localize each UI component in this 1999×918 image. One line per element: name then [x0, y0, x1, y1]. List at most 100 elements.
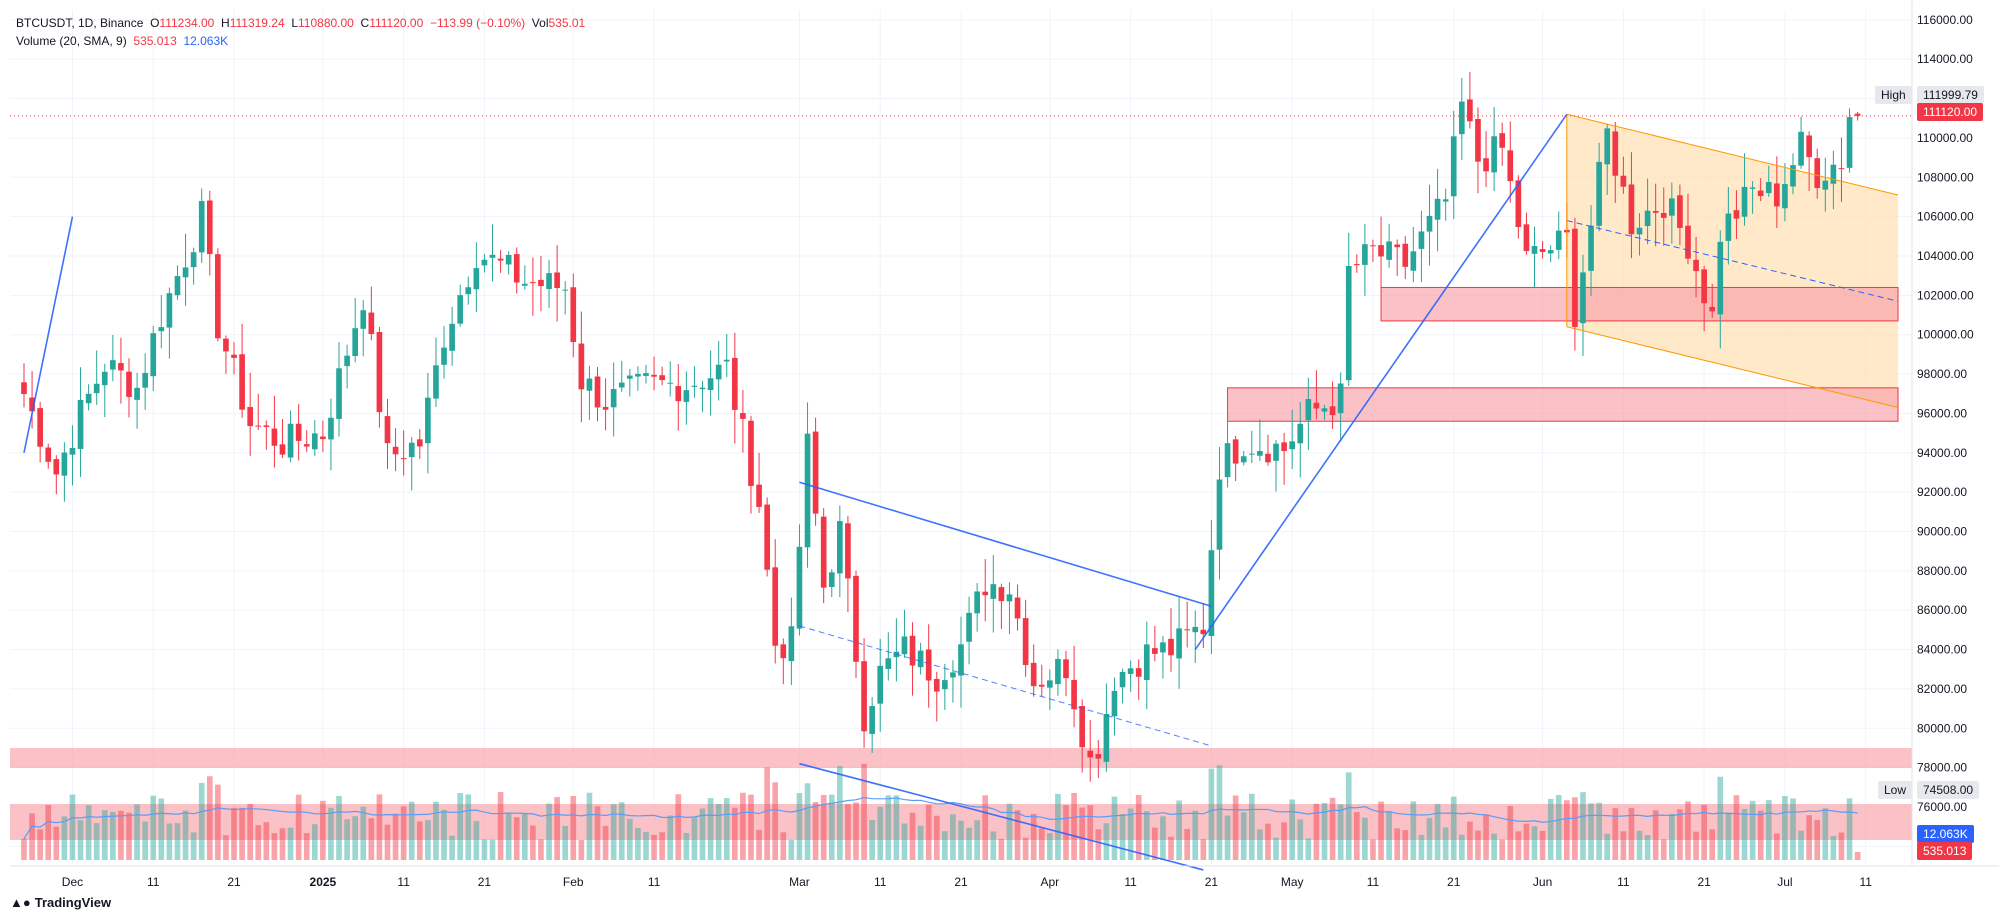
tradingview-logo[interactable]: ▲● TradingView: [10, 895, 112, 910]
volume-bar: [1176, 800, 1182, 860]
volume-bar: [699, 808, 706, 860]
volume-bar: [1087, 805, 1094, 860]
volume-bar: [950, 814, 956, 860]
volume-bar: [740, 792, 746, 860]
volume-bar: [1531, 826, 1538, 860]
candle-body: [788, 626, 795, 662]
volume-bar: [1232, 795, 1239, 860]
volume-bar: [909, 812, 916, 860]
candle-body: [1467, 99, 1473, 122]
candle-body: [1297, 423, 1304, 444]
change-value: −113.99 (−0.10%): [429, 16, 526, 30]
high-title-tag: High: [1875, 86, 1912, 104]
x-tick-label: 11: [1859, 875, 1872, 889]
candle-body: [303, 444, 310, 447]
volume-bar: [392, 813, 399, 860]
candle-body: [1079, 706, 1085, 748]
candle-body: [37, 408, 43, 447]
y-tick-label: 86000.00: [1917, 603, 1967, 617]
candle-body: [610, 389, 617, 408]
volume-bar: [1119, 813, 1126, 860]
candle-body: [45, 447, 52, 462]
volume-bar: [1184, 828, 1190, 860]
candle-body: [1345, 265, 1352, 381]
volume-bar: [1467, 821, 1473, 860]
candle-body: [174, 276, 181, 296]
candle-body: [263, 425, 270, 427]
volume-bar: [643, 831, 649, 860]
volume-bar: [1822, 808, 1829, 860]
y-tick-label: 104000.00: [1917, 249, 1974, 263]
volume-bar: [610, 804, 617, 860]
low-value-tag: 74508.00: [1917, 781, 1980, 799]
candle-body: [1547, 250, 1554, 254]
candle-body: [368, 312, 375, 335]
candle-body: [1143, 644, 1150, 681]
volume-bar: [1539, 830, 1546, 860]
volume-bar: [118, 810, 124, 860]
volume-bar: [659, 832, 665, 860]
volume-bar: [546, 803, 552, 860]
candle-body: [1022, 618, 1029, 665]
support-zone: [1227, 387, 1899, 422]
x-tick-label: Dec: [62, 875, 83, 889]
high-value: 111319.24: [229, 16, 285, 30]
volume-bar: [966, 827, 972, 860]
volume-bar: [1321, 803, 1328, 860]
candle-body: [433, 365, 439, 399]
candle-body: [1289, 441, 1296, 450]
candle-body: [1782, 184, 1788, 209]
volume-tag: 535.013: [1917, 842, 1973, 860]
candle-body: [748, 420, 754, 486]
candle-body: [521, 283, 528, 286]
candle-body: [1822, 180, 1829, 190]
volume-bar: [562, 825, 569, 860]
symbol-title[interactable]: BTCUSDT, 1D, Binance: [16, 16, 144, 30]
volume-bar: [1394, 828, 1401, 860]
time-axis[interactable]: Dec 11 21 2025 11 21 Feb 11 Mar 11 21 Apr 11 21 May 11 2…: [10, 865, 1999, 889]
candle-body: [845, 523, 851, 579]
volume-bar: [1685, 801, 1691, 860]
volume-bar: [578, 839, 585, 860]
x-tick-label: Mar: [789, 875, 810, 889]
candle-body: [255, 425, 262, 427]
candle-body: [1006, 594, 1013, 602]
volume-bar: [1636, 830, 1643, 860]
candle-body: [360, 310, 367, 329]
volume-bar: [61, 816, 68, 860]
volume-bar: [247, 803, 253, 860]
volume-bar: [1103, 823, 1110, 860]
volume-bar: [853, 802, 859, 860]
volume-bar: [1378, 801, 1384, 860]
volume-bar: [1386, 811, 1392, 860]
volume-bar: [732, 807, 738, 860]
volume-bar: [1281, 822, 1287, 860]
volume-bar: [1240, 812, 1247, 860]
volume-bar: [1402, 830, 1409, 860]
candle-body: [1410, 251, 1417, 271]
volume-bar: [1006, 803, 1013, 860]
volume-bar: [586, 792, 593, 860]
volume-bar: [1192, 810, 1199, 860]
volume-indicator-title[interactable]: Volume (20, SMA, 9): [16, 34, 127, 48]
candle-body: [61, 452, 68, 476]
low-value: 110880.00: [298, 16, 354, 30]
volume-bar: [287, 827, 294, 860]
candle-body: [772, 567, 779, 646]
candle-body: [707, 378, 714, 391]
x-tick-label: Jul: [1777, 875, 1792, 889]
volume-bar: [893, 795, 900, 860]
price-axis[interactable]: 74000.0076000.0078000.0080000.0082000.00…: [1911, 0, 1974, 866]
x-tick-label: 2025: [310, 875, 337, 889]
volume-bar: [812, 802, 819, 860]
volume-bar: [271, 833, 278, 860]
candle-body: [1329, 406, 1336, 416]
volume-bar: [1523, 823, 1530, 860]
candle-body: [408, 442, 415, 458]
volume-bar: [1095, 829, 1102, 860]
y-tick-label: 100000.00: [1917, 328, 1974, 342]
support-zone: [1380, 286, 1899, 322]
volume-bar: [780, 832, 787, 860]
trendline: [23, 216, 74, 453]
